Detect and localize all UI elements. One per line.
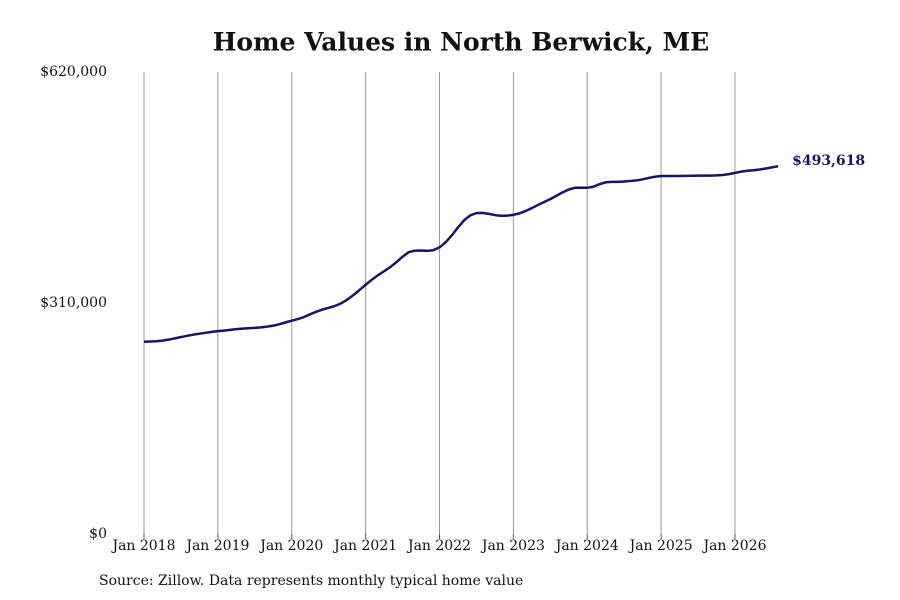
x-tick-label: Jan 2018 xyxy=(110,538,175,554)
x-tick-label: Jan 2021 xyxy=(332,538,397,554)
end-value-label: $493,618 xyxy=(792,153,865,169)
x-tick-label: Jan 2024 xyxy=(554,538,619,554)
y-tick-label: $310,000 xyxy=(40,295,107,311)
y-tick-label: $620,000 xyxy=(40,64,107,80)
source-note: Source: Zillow. Data represents monthly … xyxy=(99,573,523,589)
x-tick-label: Jan 2026 xyxy=(701,538,766,554)
x-tick-label: Jan 2020 xyxy=(258,538,323,554)
x-tick-label: Jan 2022 xyxy=(406,538,471,554)
x-tick-label: Jan 2019 xyxy=(184,538,249,554)
x-tick-label: Jan 2023 xyxy=(480,538,545,554)
line-series xyxy=(143,164,779,343)
chart-title: Home Values in North Berwick, ME xyxy=(213,28,709,57)
x-tick-label: Jan 2025 xyxy=(628,538,693,554)
y-tick-label: $0 xyxy=(89,526,107,542)
